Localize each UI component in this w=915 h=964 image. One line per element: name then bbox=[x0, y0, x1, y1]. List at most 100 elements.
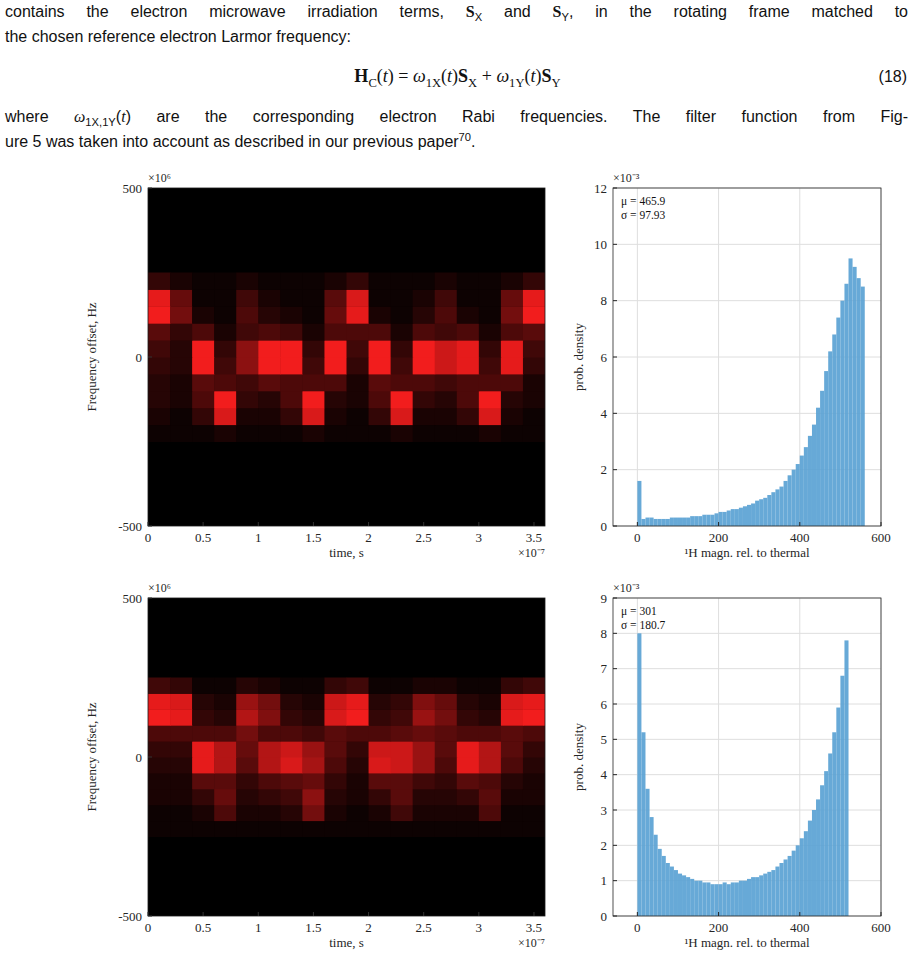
heat-cell bbox=[413, 693, 436, 709]
tick bbox=[718, 912, 719, 916]
heat-cell bbox=[170, 425, 193, 442]
text-run: ( bbox=[377, 66, 383, 86]
tick-label: 8 bbox=[601, 626, 608, 641]
superscript: 70 bbox=[459, 131, 471, 143]
x-axis-title: time, s bbox=[329, 545, 364, 560]
tick bbox=[148, 757, 152, 758]
heat-cell bbox=[347, 289, 370, 306]
text-run: ) bbox=[536, 66, 542, 86]
heat-cell bbox=[369, 408, 392, 425]
subscript: X bbox=[468, 76, 477, 90]
axis-multiplier: ×10⁶ bbox=[148, 171, 171, 185]
heat-cell bbox=[413, 289, 436, 306]
heat-cell bbox=[192, 757, 215, 773]
heat-cell bbox=[457, 391, 480, 408]
tick-label: 0 bbox=[136, 750, 143, 765]
heat-cell bbox=[435, 391, 458, 408]
heat-cell bbox=[369, 289, 392, 306]
plot-frame bbox=[148, 188, 545, 526]
heat-cell bbox=[457, 725, 480, 741]
tick bbox=[613, 633, 617, 634]
heat-cell bbox=[369, 678, 392, 694]
hist-bar bbox=[674, 518, 678, 526]
hist-bar bbox=[706, 515, 710, 526]
hist-bar bbox=[792, 851, 796, 916]
hist-bar bbox=[706, 882, 710, 916]
heat-cell bbox=[170, 357, 193, 374]
figure: 00.511.522.533.5-5000500time, sFrequency… bbox=[0, 0, 915, 964]
heat-cell bbox=[413, 273, 436, 290]
marks bbox=[637, 258, 864, 526]
heat-cell bbox=[214, 821, 237, 837]
heat-cell bbox=[391, 805, 414, 821]
tick-label: 6 bbox=[601, 350, 608, 365]
heat-cell bbox=[170, 391, 193, 408]
hist-bar bbox=[662, 856, 666, 916]
heat-cell bbox=[413, 357, 436, 374]
tick bbox=[313, 522, 314, 526]
tick bbox=[799, 522, 800, 526]
heat-cell bbox=[258, 408, 281, 425]
tick bbox=[368, 912, 369, 916]
heat-cell bbox=[391, 289, 414, 306]
hist-bar bbox=[710, 884, 714, 916]
heat-cell bbox=[347, 773, 370, 789]
hist-bar bbox=[694, 516, 698, 526]
heat-cell bbox=[369, 323, 392, 340]
heat-cell bbox=[236, 757, 259, 773]
heat-cell bbox=[324, 821, 347, 837]
text-line: ure 5 was taken into account as describe… bbox=[5, 132, 908, 152]
heat-cell bbox=[170, 709, 193, 725]
subscript: Y bbox=[561, 11, 568, 23]
heat-cell bbox=[324, 757, 347, 773]
heat-cell bbox=[435, 805, 458, 821]
heat-cell bbox=[324, 678, 347, 694]
heat-cell bbox=[347, 425, 370, 442]
heat-cell bbox=[214, 693, 237, 709]
tick bbox=[203, 912, 204, 916]
heat-cell bbox=[148, 678, 171, 694]
tick bbox=[148, 598, 152, 599]
axis-multiplier: ×10⁻⁷ bbox=[518, 546, 545, 560]
heat-cell bbox=[501, 273, 524, 290]
heat-cell bbox=[214, 323, 237, 340]
tick bbox=[613, 357, 617, 358]
heat-cell bbox=[369, 725, 392, 741]
heat-cell bbox=[324, 323, 347, 340]
tick-label: 0 bbox=[601, 909, 608, 924]
tick-label: 4 bbox=[601, 406, 608, 421]
heat-cell bbox=[479, 273, 502, 290]
heat-cell bbox=[148, 340, 171, 357]
heat-cell bbox=[435, 340, 458, 357]
heat-cell bbox=[523, 741, 545, 757]
heat-cell bbox=[214, 678, 237, 694]
heat-cell bbox=[258, 789, 281, 805]
heat-cell bbox=[148, 789, 171, 805]
heat-cell bbox=[501, 408, 524, 425]
hist-bar bbox=[844, 640, 848, 916]
heat-cell bbox=[457, 693, 480, 709]
heat-cell bbox=[501, 773, 524, 789]
heat-cell bbox=[148, 741, 171, 757]
hist-bar bbox=[840, 676, 844, 916]
heat-cell bbox=[347, 306, 370, 323]
tick-label: 0 bbox=[634, 530, 641, 545]
plot-background bbox=[613, 598, 881, 916]
heat-cell bbox=[192, 678, 215, 694]
hist-bar bbox=[702, 882, 706, 916]
hist-bar bbox=[674, 870, 678, 916]
heat-cell bbox=[457, 273, 480, 290]
tick-label: 12 bbox=[594, 181, 607, 196]
hist-bar bbox=[658, 849, 662, 916]
heat-cell bbox=[148, 821, 171, 837]
text-run: ( bbox=[525, 66, 531, 86]
heat-cell bbox=[258, 741, 281, 757]
math-symbol: t bbox=[383, 66, 388, 86]
heat-cell bbox=[214, 289, 237, 306]
heat-cell bbox=[280, 357, 303, 374]
tick-label: 2 bbox=[601, 462, 608, 477]
hist-bar bbox=[788, 856, 792, 916]
heat-cell bbox=[324, 425, 347, 442]
text-run: ) bbox=[452, 66, 458, 86]
tick-label: 400 bbox=[790, 530, 810, 545]
